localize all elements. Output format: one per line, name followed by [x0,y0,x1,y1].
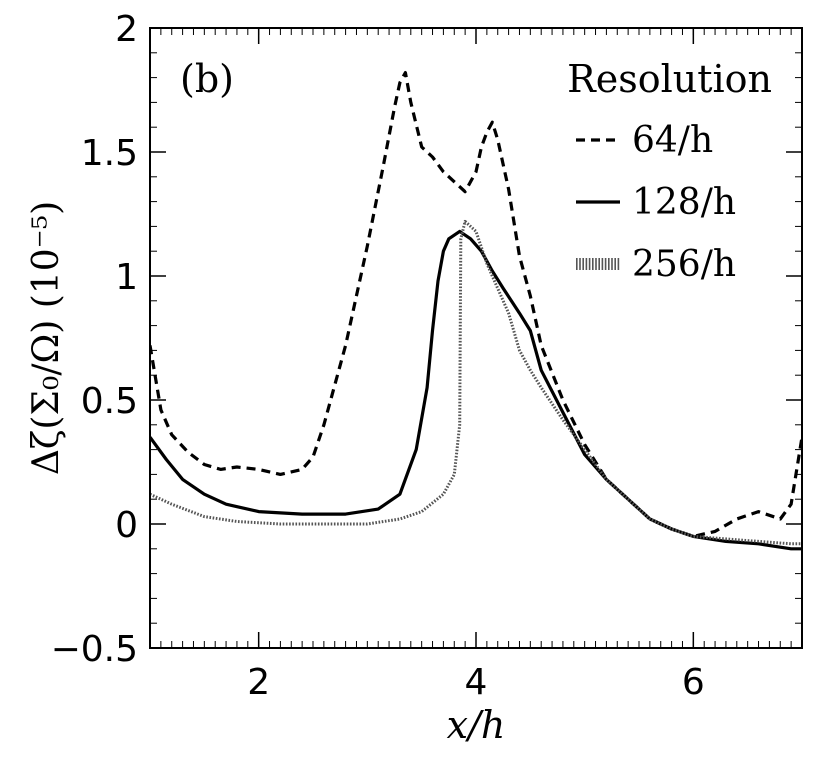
major-ticks [150,27,802,649]
y-axis-label: Δζ(Σ₀/Ω) (10⁻⁵) [26,201,67,475]
x-tick-label: 2 [247,662,270,703]
y-tick-label: 0.5 [81,381,138,422]
plot-frame [149,27,803,649]
legend-label-3: 256/h [632,244,736,285]
legend-label-1: 64/h [632,120,713,161]
x-axis-label: x/h [447,703,506,747]
y-tick-label: 1.5 [81,133,138,174]
tick-labels: 2 4 6 −0.5 0 0.5 1 1.5 2 [51,9,705,703]
x-tick-label: 4 [465,662,488,703]
y-tick-label: 2 [115,9,138,50]
legend-entries: 64/h 128/h 256/h [576,120,736,285]
legend: Resolution 64/h 128/h 256/h [567,57,772,285]
panel-label: (b) [180,57,234,101]
y-tick-label: 1 [115,257,138,298]
series-line-3 [150,219,802,546]
y-tick-label: −0.5 [51,629,138,670]
legend-label-2: 128/h [632,182,736,223]
x-tick-label: 6 [682,662,705,703]
series-layer [150,71,802,551]
y-tick-label: 0 [115,505,138,546]
legend-title: Resolution [567,57,772,101]
series-line-2 [150,229,802,551]
